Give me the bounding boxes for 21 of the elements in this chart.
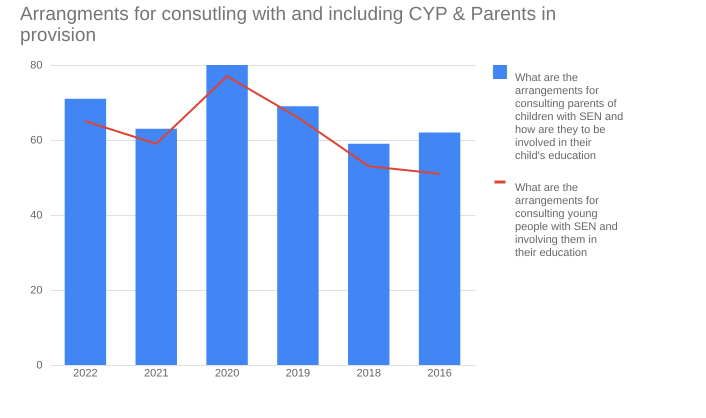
bar <box>418 132 460 365</box>
y-tick-label: 20 <box>30 284 42 296</box>
bar <box>64 98 106 365</box>
chart-title: Arrangments for consutling with and including CYP & Parents in provision <box>20 4 556 46</box>
legend-label: What are the arrangements for consulting parents of children with SEN and how are they to be involved in their child's education <box>515 72 624 162</box>
y-tick-label: 0 <box>36 360 42 372</box>
line-series <box>84 75 441 175</box>
x-tick-label: 2020 <box>214 368 240 380</box>
y-tick-label: 40 <box>30 210 42 222</box>
legend-label: What are the arrangements for consulting young people with SEN and involving them in their education <box>515 182 618 259</box>
bar <box>348 144 390 365</box>
bar <box>206 65 248 365</box>
x-tick-label: 2021 <box>144 368 168 380</box>
x-tick-label: 2016 <box>427 368 452 380</box>
x-tick-label: 2022 <box>73 368 98 380</box>
x-tick-label: 2018 <box>356 368 381 380</box>
x-tick-label: 2019 <box>286 368 310 380</box>
y-tick-label: 60 <box>30 134 42 146</box>
y-tick-label: 80 <box>30 60 42 72</box>
bar <box>277 106 319 365</box>
bar <box>136 128 177 365</box>
